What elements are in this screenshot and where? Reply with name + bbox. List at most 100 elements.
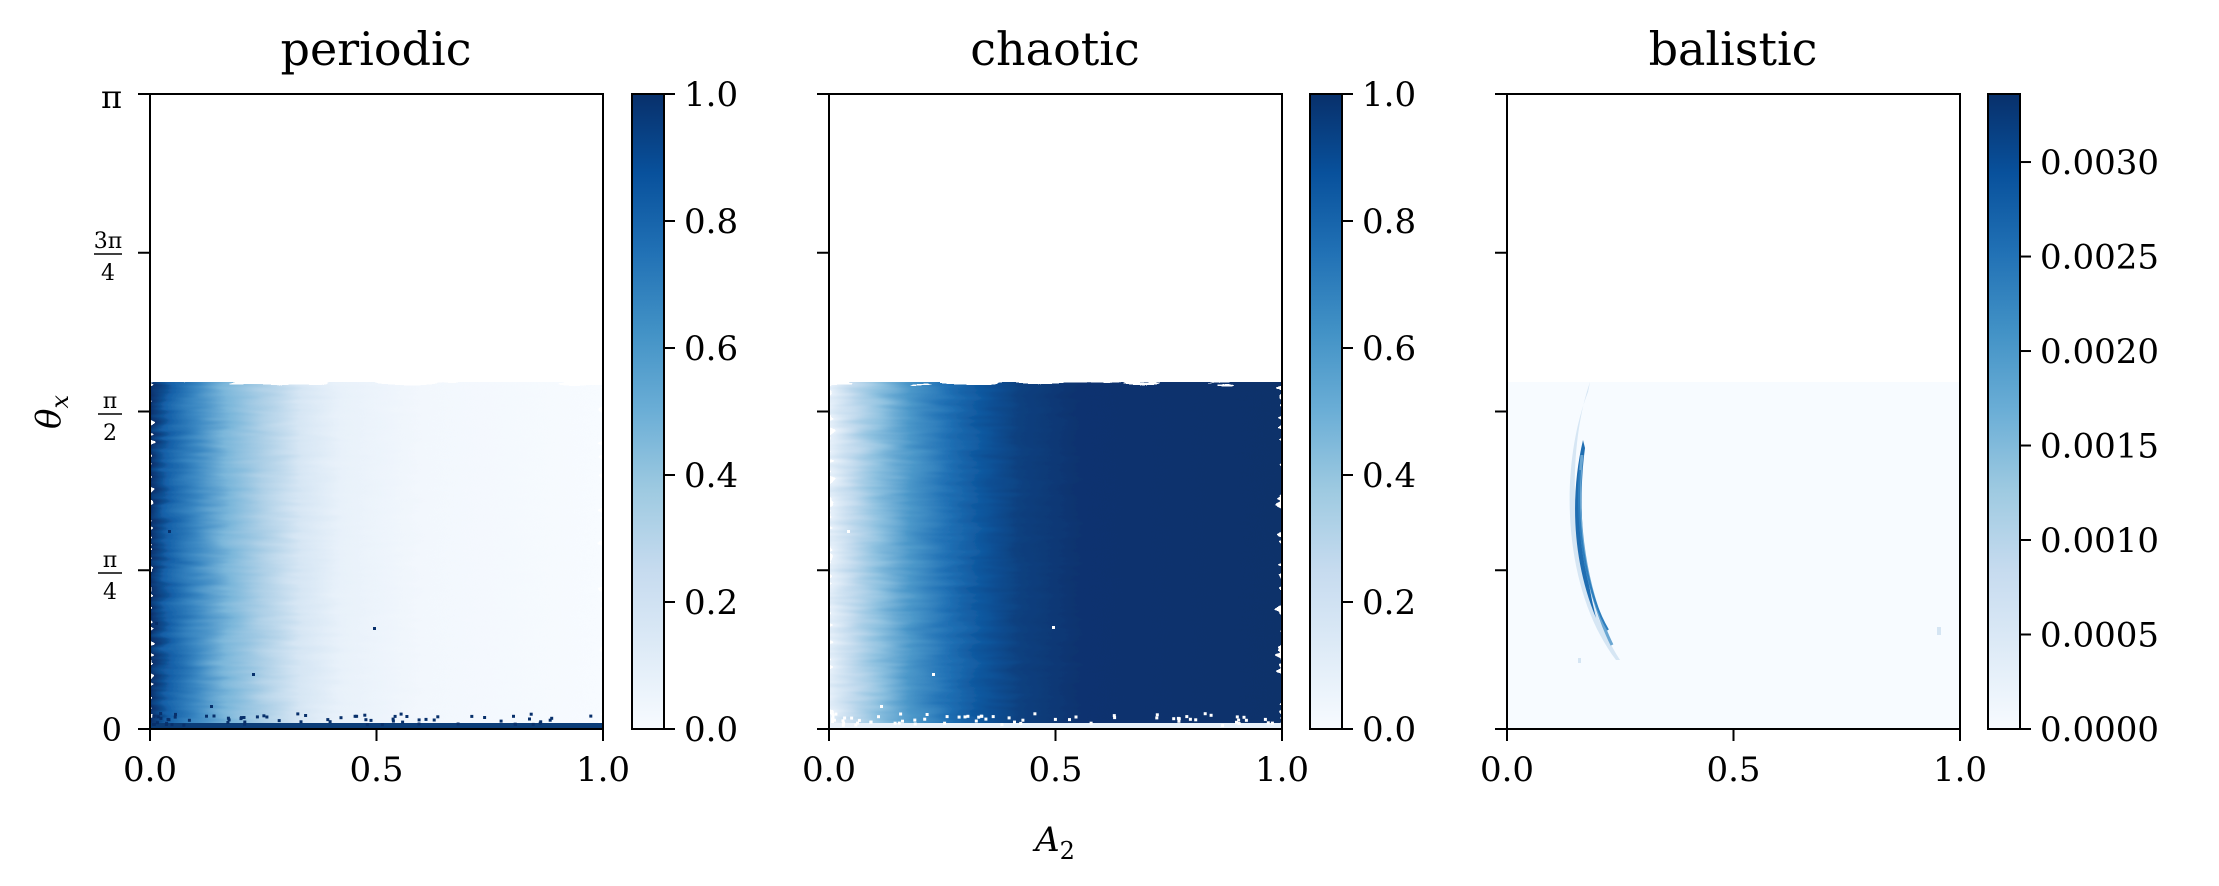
heatmap-speck: [1235, 715, 1239, 719]
colorbar-tick-label: 0.2: [1362, 583, 1416, 623]
heatmap-speck: [923, 717, 927, 721]
heatmap-speck: [1013, 720, 1016, 724]
heatmap-speck: [943, 721, 947, 725]
colorbar-tick-label: 0.4: [684, 456, 738, 496]
heatmap-speckle: [150, 530, 603, 728]
heatmap-speck: [391, 717, 395, 721]
heatmap-speck: [913, 718, 917, 722]
panel-balistic: balistic 0.0 0.5 1.0 0.00000.00050.00100.0…: [1480, 22, 2159, 790]
heatmap-arc-edge: [1578, 469, 1609, 631]
colorbar-gradient: [1309, 93, 1343, 730]
y-ticks: [817, 93, 829, 730]
heatmap-speck: [152, 722, 156, 726]
heatmap-speck: [539, 720, 543, 724]
heatmap-speck: [980, 714, 984, 718]
heatmap-speck: [166, 717, 170, 721]
heatmap-speck: [277, 719, 281, 723]
y-ticks: [1495, 93, 1507, 730]
heatmap-speckle: [829, 530, 1282, 728]
heatmap-speck: [1185, 715, 1189, 719]
heatmap-speck: [847, 530, 850, 533]
x-tick-label: 0.5: [1028, 750, 1082, 790]
heatmap-speck: [499, 719, 503, 723]
heatmap-speck: [843, 716, 847, 720]
heatmap-speck: [841, 719, 845, 723]
heatmap-speck: [913, 722, 917, 726]
heatmap-speck: [205, 714, 208, 718]
colorbar-tick-label: 0.0030: [2040, 143, 2159, 183]
heatmap-speck: [391, 719, 395, 723]
heatmap-speck: [529, 712, 533, 716]
heatmap-speck: [432, 718, 436, 722]
heatmap-speck: [363, 713, 367, 717]
heatmap-speck: [1019, 721, 1023, 725]
heatmap-speck: [164, 723, 168, 726]
heatmap-speck: [470, 714, 474, 718]
svg-text:π: π: [103, 389, 117, 414]
heatmap-speck: [1221, 724, 1225, 727]
heatmap-speck: [514, 722, 517, 726]
y-tick-label-pi-2: π 2: [98, 389, 122, 446]
panel-title: chaotic: [970, 22, 1139, 76]
heatmap-speck: [159, 716, 163, 720]
heatmap-speck: [339, 716, 343, 720]
heatmap-speck: [932, 673, 935, 676]
heatmap-speck: [159, 712, 163, 715]
heatmap-speck: [1000, 723, 1004, 727]
x-tick-label: 0.0: [123, 750, 177, 790]
heatmap-speck: [210, 705, 213, 708]
heatmap-speck: [226, 716, 230, 720]
heatmap-speck: [399, 712, 403, 716]
heatmap-speck: [1007, 716, 1011, 720]
svg-text:π: π: [103, 548, 117, 573]
colorbar-tick-label: 0.0: [1362, 710, 1416, 750]
y-tick-label-pi-symbol: π: [101, 78, 122, 116]
heatmap-speck: [1113, 716, 1117, 720]
panel-periodic: periodic 0.0 0.5 1.0 π π 3π 4 π 2 π: [94, 22, 738, 790]
heatmap-bottom-band: [150, 723, 603, 728]
colorbar-tick-label: 0.0005: [2040, 616, 2159, 656]
heatmap-speck: [1937, 627, 1941, 635]
heatmap-speck: [856, 721, 859, 725]
heatmap-speck: [977, 715, 981, 719]
colorbar-tick-label: 0.0020: [2040, 332, 2159, 372]
svg-text:4: 4: [101, 261, 115, 286]
heatmap-speck: [187, 718, 191, 722]
heatmap-speck: [252, 673, 255, 676]
panel-chaotic: chaotic 0.0 0.5 1.0 0.0 0.2 0.4 0.6 0.8 1.0: [802, 22, 1416, 790]
heatmap-speck: [299, 720, 303, 724]
heatmap-speck: [1068, 718, 1071, 722]
heatmap-arc: [1569, 382, 1620, 660]
colorbar-periodic: 0.0 0.2 0.4 0.6 0.8 1.0: [631, 75, 738, 750]
heatmap-speck: [897, 721, 901, 725]
x-tick-label: 1.0: [1255, 750, 1309, 790]
heatmap-speck: [893, 721, 897, 725]
colorbar-tick-label: 0.4: [1362, 456, 1416, 496]
heatmap-speck: [1052, 626, 1055, 629]
heatmap-speck: [255, 715, 259, 719]
heatmap-speck: [243, 722, 247, 726]
colorbar-tick-label: 0.6: [684, 329, 738, 369]
heatmap-speck: [212, 714, 216, 718]
heatmap-speck: [1266, 721, 1270, 725]
colorbar-tick-label: 0.0010: [2040, 521, 2159, 561]
heatmap-speck: [1053, 717, 1057, 721]
heatmap-balistic: [1507, 382, 1960, 729]
y-ticks: [138, 93, 150, 730]
heatmap-speck: [1237, 718, 1241, 722]
heatmap-speck: [857, 718, 861, 722]
heatmap-speck: [841, 723, 845, 727]
heatmap-speck: [1237, 722, 1241, 725]
heatmap-speck: [365, 723, 369, 727]
heatmap-field: [150, 382, 603, 729]
heatmap-speck: [1155, 713, 1159, 717]
heatmap-speck: [243, 720, 247, 724]
colorbar-tick-label: 0.6: [1362, 329, 1416, 369]
heatmap-speck: [1263, 717, 1267, 721]
heatmap-speck: [417, 718, 421, 722]
heatmap-speck: [842, 721, 846, 725]
heatmap-speck: [156, 715, 160, 719]
colorbar-tick-label: 0.0: [684, 710, 738, 750]
heatmap-speck: [296, 712, 300, 716]
